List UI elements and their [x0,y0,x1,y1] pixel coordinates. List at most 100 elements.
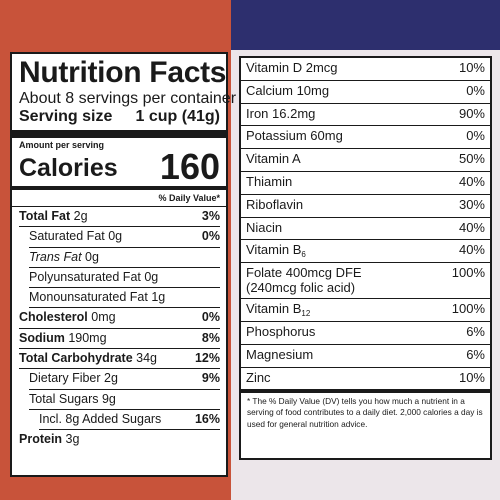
vitamin-dv: 40% [458,242,485,258]
vitamin-name: Vitamin B [246,242,302,258]
nutrient-name: Saturated Fat [29,229,105,244]
servings-per-container: About 8 servings per container [19,90,237,107]
nutrient-name: Incl. 8g Added Sugars [39,411,162,426]
nutrient-amount: 0g [85,249,99,264]
nutrition-facts-panel: Nutrition Facts About 8 servings per con… [10,52,237,477]
vitamin-name: Thiamin [246,173,293,189]
vitamin-dv: 0% [466,128,485,144]
vitamin-row: Magnesium 6% [241,345,490,368]
vitamin-row: Niacin 40% [241,218,490,241]
nutrient-amount: 9g [101,391,116,406]
nutrient-name: Total Fat [19,209,71,223]
vitamin-dv: 40% [458,219,485,235]
nutrient-amount: 0g [108,229,123,244]
vitamin-name: Vitamin D 2mcg [246,60,338,75]
vitamin-name: Vitamin A [246,151,301,167]
nutrient-row: Trans Fat 0g [29,248,220,268]
vitamin-name: Phosphorus [246,323,316,339]
nutrient-row: Saturated Fat 0g 0% [29,227,220,248]
thick-divider [12,130,226,138]
nutrient-row: Protein 3g [19,430,220,449]
calories-label: Calories [19,154,118,182]
nutrient-dv: 16% [194,411,220,426]
serving-size-label: Serving size [19,108,113,125]
vitamin-dv: 100% [451,265,485,281]
vitamin-row: Calcium 10mg 0% [241,81,490,104]
nutrient-amount: 0g [144,269,159,284]
vitamin-row: Vitamin B12 100% [241,299,490,322]
vitamin-row: Potassium 60mg 0% [241,126,490,150]
vitamin-row: Vitamin D 2mcg 10% [241,58,490,81]
nutrient-name: Dietary Fiber [29,371,101,386]
vitamin-row: Thiamin 40% [241,172,490,195]
vitamin-name: Zinc [246,369,271,385]
medium-divider [12,186,226,190]
vitamin-row: Folate 400mcg DFE (240mcg folic acid) 100… [241,263,490,300]
vitamin-subscript: 6 [301,250,306,260]
vitamin-dv: 30% [458,196,485,212]
nutrient-name: Polyunsaturated Fat [29,269,141,284]
nutrient-row: Monounsaturated Fat 1g [29,288,220,309]
vitamin-name: Folate 400mcg DFE [246,265,362,281]
nutrient-dv: 0% [201,229,220,244]
vitamin-name-line2: (240mcg folic acid) [246,280,356,296]
nutrient-row: Polyunsaturated Fat 0g [29,268,220,289]
nutrient-row: Incl. 8g Added Sugars 16% [39,410,220,431]
vitamins-minerals-panel: Vitamin D 2mcg 10% Calcium 10mg 0% Iron 16… [239,56,492,460]
vitamin-row: Riboflavin 30% [241,195,490,218]
vitamin-dv: 40% [458,173,485,189]
nutrient-dv: 8% [201,330,220,345]
vitamin-name: Niacin [246,219,283,235]
nutrient-name: Monounsaturated Fat [29,290,148,305]
vitamin-name: Magnesium [246,346,314,362]
serving-size-value: 1 cup (41g) [135,108,220,125]
nutrient-amount: 2g [104,371,118,386]
vitamin-row: Zinc 10% [241,368,490,393]
vitamin-row: Iron 16.2mg 90% [241,104,490,127]
vitamin-name: Iron 16.2mg [246,105,316,121]
vitamin-name: Calcium 10mg [246,82,330,98]
vitamin-dv: 0% [466,82,485,98]
nutrient-amount: 2g [73,209,88,223]
vitamin-dv: 6% [466,323,485,339]
nutrient-name: Trans Fat [29,249,82,264]
calories-value: 160 [159,146,220,187]
nutrient-dv: 9% [201,371,220,386]
nutrient-amount: 1g [151,290,166,305]
vitamin-row: Vitamin A 50% [241,149,490,172]
serving-size-row: Serving size 1 cup (41g) [19,108,220,130]
nutrient-row: Cholesterol 0mg 0% [19,308,220,329]
nutrient-name: Total Carbohydrate [19,351,133,366]
nutrient-name: Cholesterol [19,310,88,325]
nutrient-amount: 0mg [91,310,116,325]
nutrient-dv: 0% [201,310,220,325]
nutrient-row: Sodium 190mg 8% [19,329,220,350]
daily-value-header: % Daily Value* [12,190,226,207]
nutrient-row: Total Carbohydrate 34g 12% [19,349,220,370]
vitamin-dv: 10% [458,60,485,75]
vitamin-row: Vitamin B6 40% [241,240,490,264]
vitamin-dv: 10% [458,369,485,385]
nutrient-name: Sodium [19,330,65,345]
nutrition-facts-title: Nutrition Facts [19,56,227,89]
nutrient-amount: 3g [65,432,80,447]
amount-per-serving: Amount per serving [19,140,105,150]
vitamin-name: Potassium 60mg [246,128,343,144]
calories-row: Calories 160 [19,146,220,187]
vitamin-subscript: 12 [301,309,311,319]
vitamin-dv: 6% [466,346,485,362]
nutrient-dv: 12% [194,351,220,366]
vitamin-dv: 50% [458,151,485,167]
daily-value-footnote: * The % Daily Value (DV) tells you how m… [247,395,483,429]
nutrient-name: Protein [19,432,63,447]
nutrient-amount: 34g [136,351,158,366]
box-background-right-top [231,0,500,50]
vitamin-name: Vitamin B [246,301,302,317]
nutrient-row: Dietary Fiber 2g 9% [29,369,220,390]
nutrient-row: Total Sugars 9g [29,390,220,410]
nutrient-row: Total Fat 2g 3% [19,207,220,228]
vitamin-row: Phosphorus 6% [241,322,490,345]
vitamin-dv: 100% [451,301,485,317]
vitamin-name: Riboflavin [246,196,304,212]
vitamin-dv: 90% [458,105,485,121]
